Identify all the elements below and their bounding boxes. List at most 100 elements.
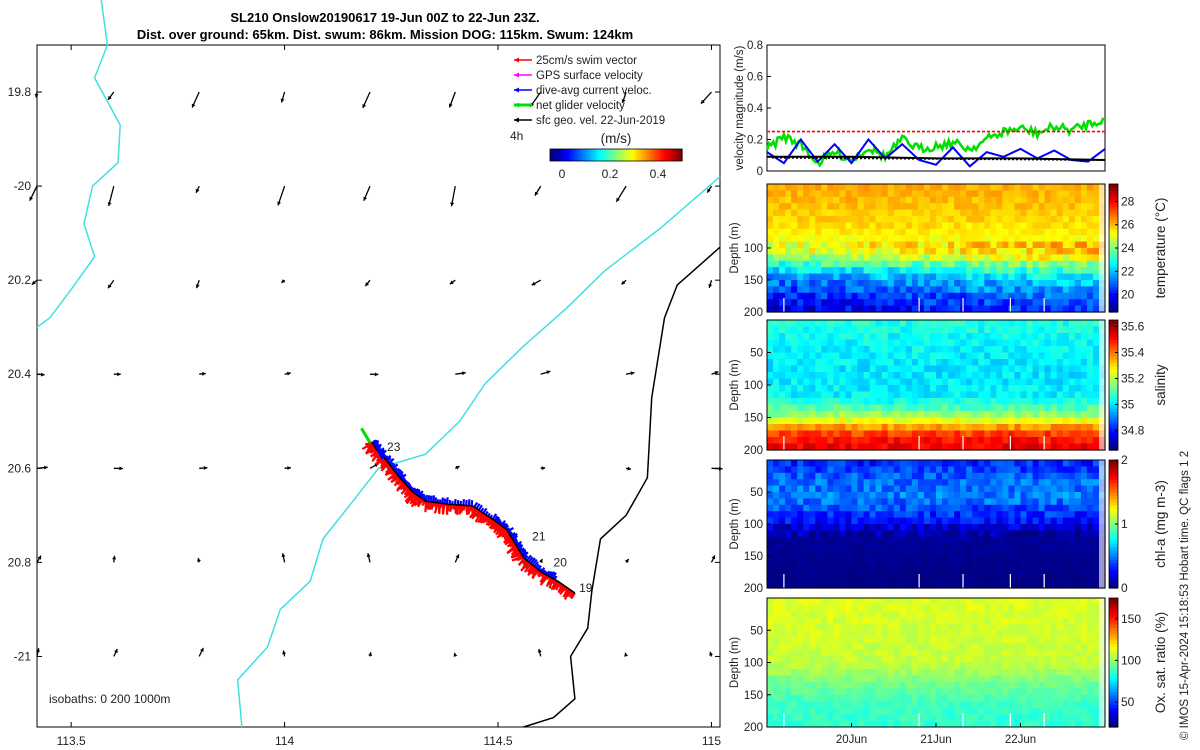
heatmap-cell: [1020, 437, 1028, 445]
heatmap-cell: [833, 216, 840, 223]
heatmap-cell: [809, 581, 816, 589]
heatmap-cell: [1074, 260, 1082, 268]
heatmap-cell: [1008, 411, 1015, 419]
heatmap-cell: [1020, 430, 1028, 438]
heatmap-cell: [1044, 320, 1052, 328]
heatmap-cell: [869, 530, 877, 538]
heatmap-cell: [815, 536, 822, 544]
heatmap-cell: [1014, 248, 1022, 255]
heatmap-cell: [833, 524, 840, 531]
heatmap-cell: [887, 411, 895, 419]
heatmap-cell: [960, 430, 967, 438]
heatmap-cell: [1038, 517, 1046, 525]
heatmap-cell: [1044, 656, 1052, 663]
heatmap-cell: [923, 581, 931, 589]
heatmap-cell: [984, 485, 991, 493]
heatmap-cell: [905, 339, 913, 347]
heatmap-cell: [942, 203, 949, 211]
colorbar-cell: [638, 149, 641, 161]
heatmap-cell: [1080, 568, 1088, 576]
heatmap-cell: [833, 649, 840, 657]
heatmap-y-tick-label: 100: [744, 380, 763, 392]
heatmap-cell: [1086, 352, 1094, 360]
heatmap-cell: [1002, 339, 1009, 347]
heatmap-cell: [978, 398, 985, 406]
heatmap-cell: [779, 391, 786, 399]
heatmap-cell: [978, 466, 985, 474]
heatmap-cell: [905, 378, 913, 386]
heatmap-cell: [948, 504, 955, 512]
heatmap-cell: [1092, 372, 1100, 380]
heatmap-cell: [773, 630, 780, 638]
heatmap-cell: [845, 339, 853, 347]
heatmap-cell: [785, 292, 792, 300]
velocity-arrow-head: [108, 284, 112, 289]
heatmap-cell: [948, 184, 955, 191]
heatmap-cell: [833, 320, 840, 328]
heatmap-cell: [1026, 466, 1034, 474]
heatmap-cell: [1044, 305, 1052, 313]
heatmap-cell: [887, 333, 895, 341]
heatmap-cell: [923, 417, 931, 425]
heatmap-cell: [815, 235, 822, 243]
heatmap-cell: [815, 267, 822, 275]
heatmap-cell: [978, 385, 985, 393]
heatmap-cell: [984, 260, 991, 268]
heatmap-cell: [978, 517, 985, 525]
heatmap-cell: [869, 391, 877, 399]
heatmap-cell: [863, 222, 871, 230]
heatmap-cell: [1086, 511, 1094, 519]
heatmap-cell: [1080, 524, 1088, 531]
heatmap-cell: [839, 543, 846, 551]
colorbar-cell: [1109, 504, 1118, 509]
heatmap-cell: [869, 359, 877, 367]
heatmap-cell: [863, 636, 871, 644]
heatmap-cell: [857, 530, 865, 538]
heatmap-cell: [857, 472, 865, 480]
map-x-tick-label: 115: [702, 734, 721, 748]
velocity-arrow-head: [719, 466, 723, 471]
heatmap-cell: [1074, 662, 1082, 670]
heatmap-cell: [1086, 398, 1094, 406]
heatmap-cell: [936, 504, 943, 512]
colorbar-cell: [642, 149, 646, 161]
heatmap-cell: [779, 630, 786, 638]
heatmap-cell: [833, 280, 840, 287]
heatmap-cell: [936, 649, 943, 657]
heatmap-cell: [1074, 511, 1082, 519]
heatmap-cell: [1080, 417, 1088, 425]
heatmap-cell: [972, 604, 979, 612]
heatmap-cell: [1050, 662, 1058, 670]
sfc-velocity-marker: [907, 157, 911, 160]
heatmap-cell: [881, 228, 889, 236]
heatmap-cell: [773, 575, 780, 583]
heatmap-cell: [827, 562, 834, 570]
heatmap-cell: [1008, 404, 1015, 412]
heatmap-cell: [954, 511, 961, 519]
sfc-velocity-marker: [987, 158, 991, 161]
heatmap-cell: [905, 504, 913, 512]
heatmap-cell: [1026, 359, 1034, 367]
heatmap-cell: [809, 466, 816, 474]
heatmap-cell: [779, 359, 786, 367]
heatmap-cell: [1002, 235, 1009, 243]
heatmap-cell: [1062, 222, 1070, 230]
heatmap-cell: [815, 460, 822, 467]
heatmap-cell: [1092, 479, 1100, 487]
heatmap-cell: [936, 184, 943, 191]
swim-vector: [417, 498, 424, 508]
heatmap-cell: [966, 203, 973, 211]
heatmap-cell: [917, 352, 925, 360]
heatmap-cell: [899, 346, 907, 354]
heatmap-cell: [1086, 662, 1094, 670]
heatmap-cell: [779, 511, 786, 519]
heatmap-cell: [1080, 430, 1088, 438]
heatmap-cell: [1050, 359, 1058, 367]
heatmap-cell: [815, 203, 822, 211]
heatmap-cell: [917, 235, 925, 243]
heatmap-cell: [917, 466, 925, 474]
heatmap-cell: [869, 662, 877, 670]
heatmap-cell: [1074, 437, 1082, 445]
heatmap-cell: [996, 543, 1003, 551]
heatmap-cell: [767, 248, 774, 255]
